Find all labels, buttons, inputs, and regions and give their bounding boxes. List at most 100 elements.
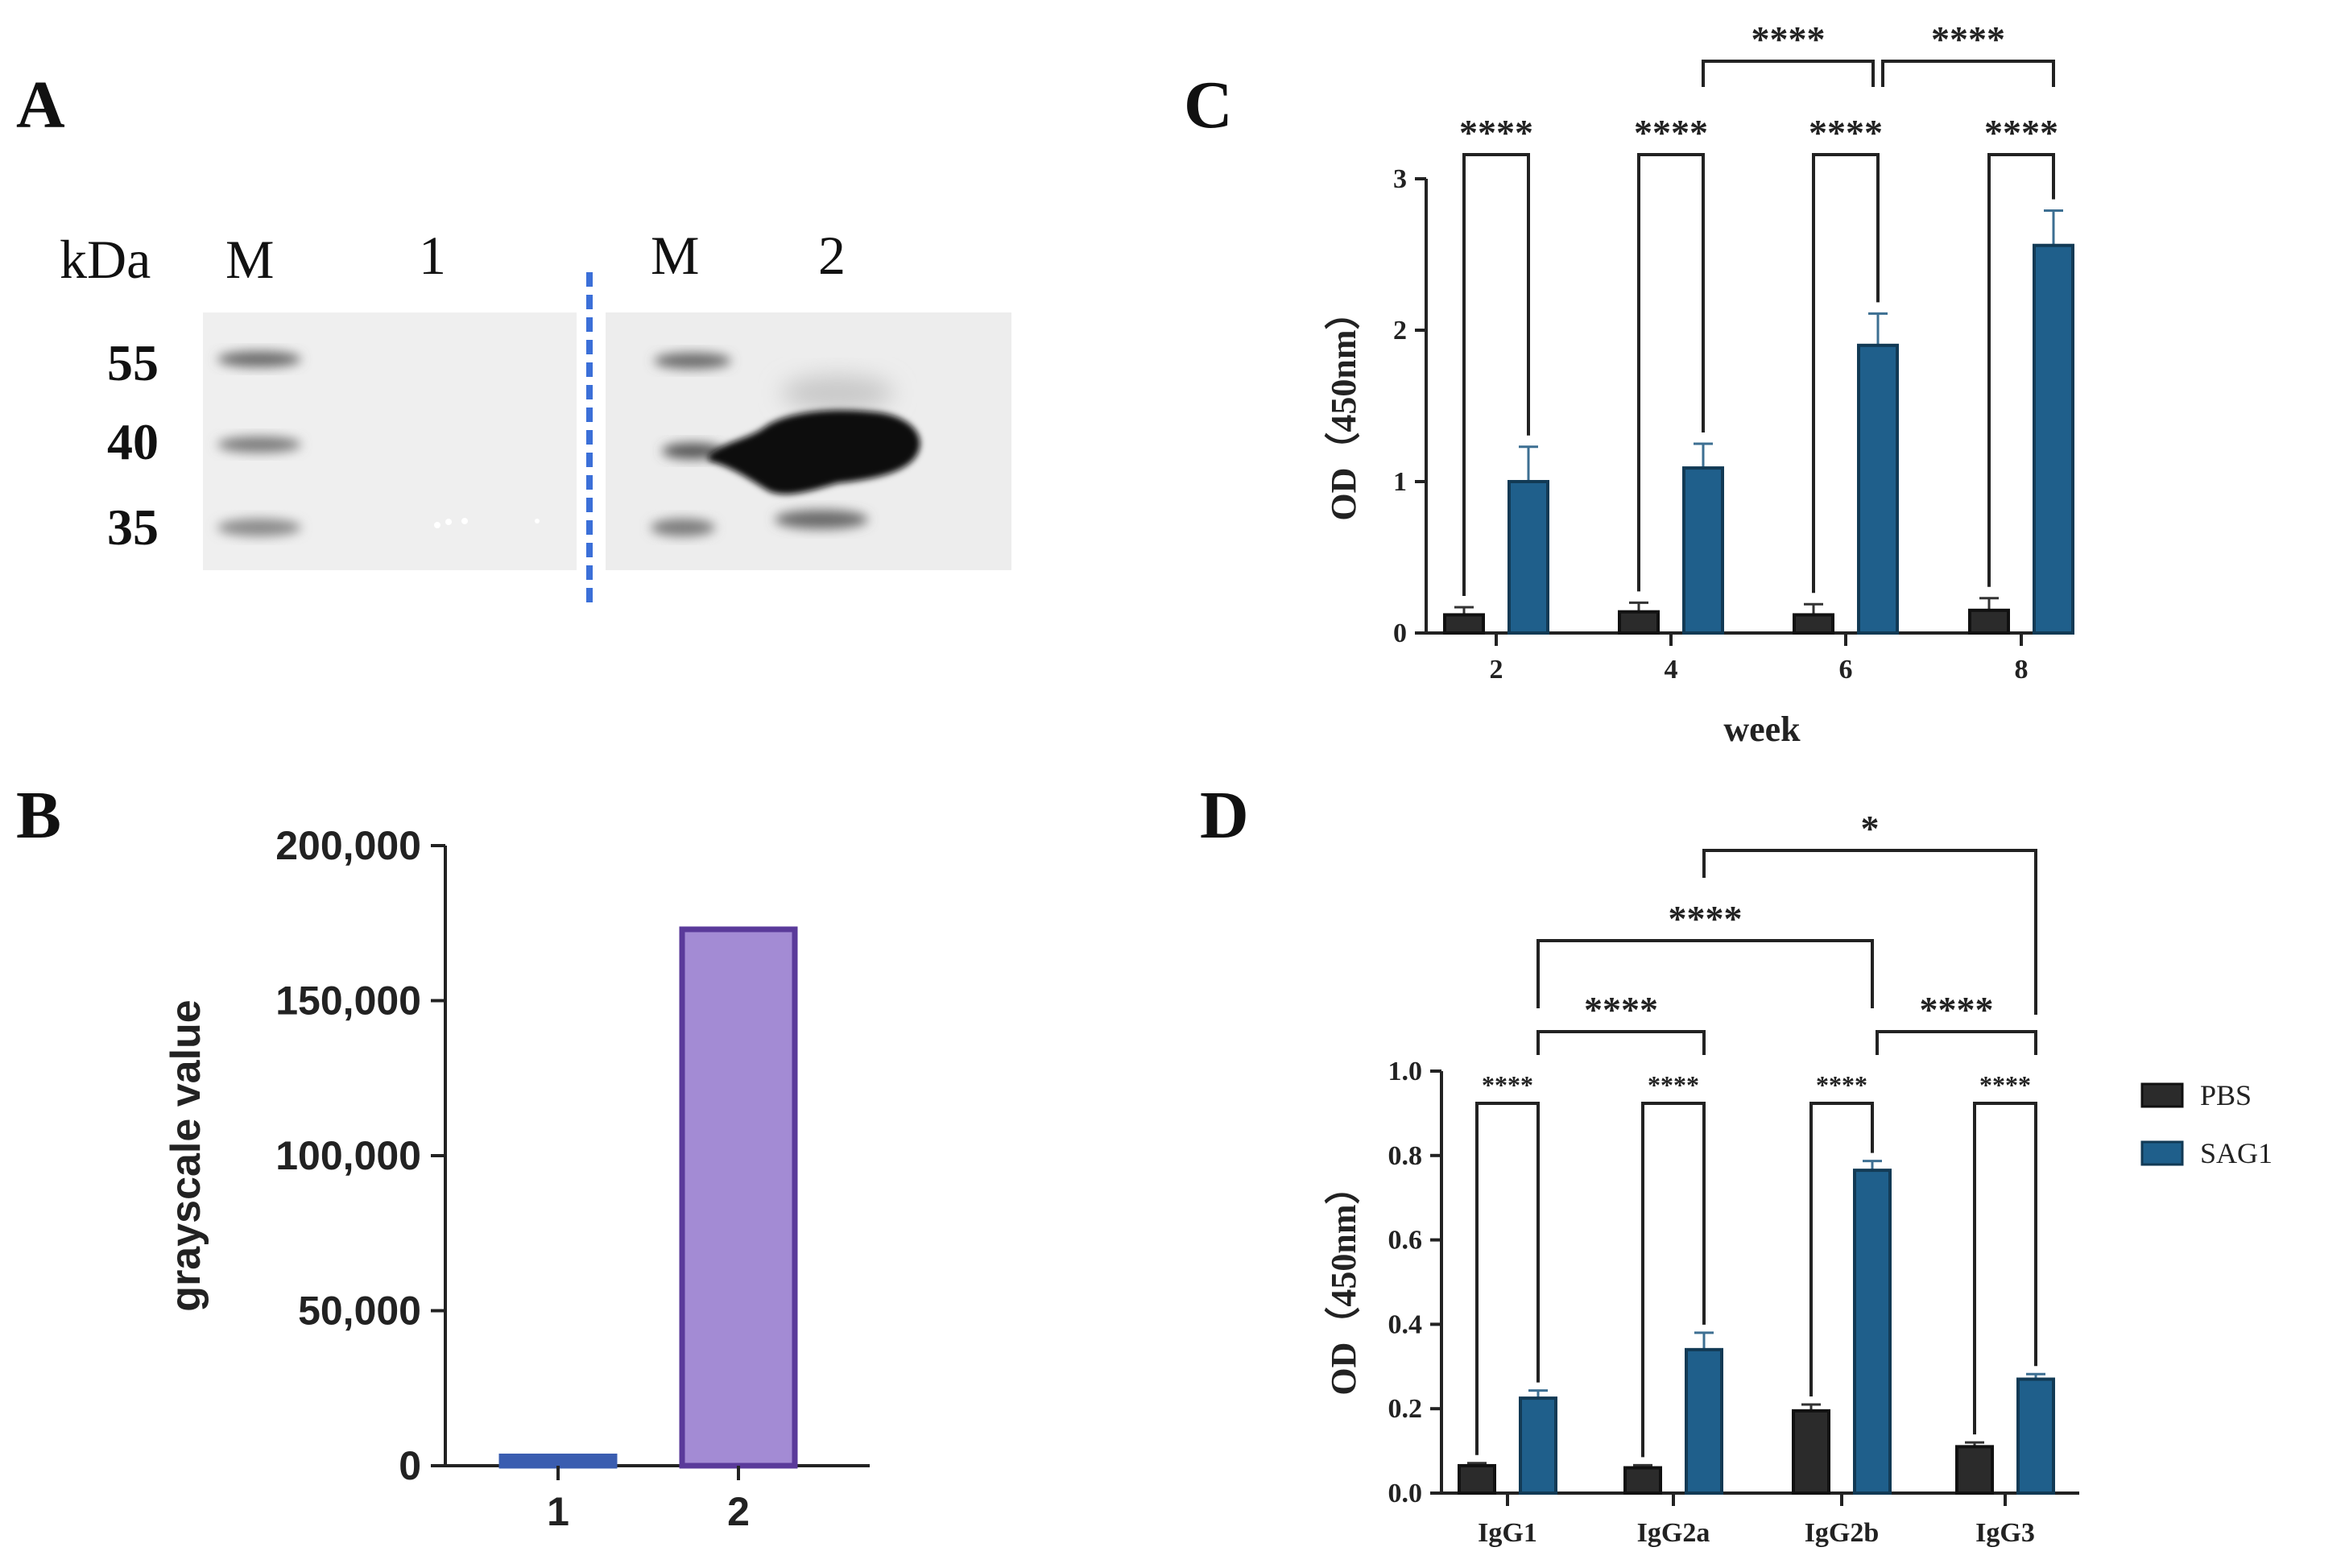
panel-c-within-4-significance-label: **** <box>1634 112 1708 153</box>
panel-d-bar-IgG2a-sag1 <box>1685 1347 1723 1495</box>
panel-d-x-tick-label: IgG3 <box>1975 1518 2035 1548</box>
panel-b-y-tick-label: 0 <box>399 1443 421 1488</box>
marker-band-40-left <box>217 436 301 453</box>
panel-d-within-IgG3-bracket <box>1973 1102 2037 1435</box>
panel-b-y-tick-label: 100,000 <box>275 1133 421 1178</box>
panel-c-4-vs-6-significance-label: **** <box>1752 19 1826 60</box>
panel-c-bar-4-sag1 <box>1682 466 1724 635</box>
panel-d-bar-IgG2a-pbs <box>1623 1466 1662 1496</box>
panel-c-bar-6-sag1 <box>1857 343 1899 635</box>
panel-c-bar-2-sag1 <box>1508 480 1549 635</box>
panel-d-igg2a-vs-igg3-bracket <box>1702 849 2037 1015</box>
panel-letter-a: A <box>16 68 65 143</box>
panel-c-within-8-significance-label: **** <box>1984 112 2058 153</box>
panel-d-bar-IgG1-pbs <box>1458 1463 1496 1495</box>
blot-lane-m-right: M <box>651 225 699 286</box>
panel-c-within-2-significance-label: **** <box>1459 112 1533 153</box>
panel-c-x-tick-label: 2 <box>1490 655 1503 685</box>
panel-d-within-IgG2a-significance-label: **** <box>1648 1070 1699 1099</box>
panel-letter-c: C <box>1184 68 1233 143</box>
panel-d-x-tick-label: IgG1 <box>1478 1518 1537 1548</box>
panel-c-chart: OD（450nm） week 0 1 2 3 2 4 6 8 **** **** **** ***… <box>1324 19 2074 749</box>
panel-d-y-tick-label: 0.6 <box>1388 1226 1423 1256</box>
panel-c-within-6-significance-label: **** <box>1809 112 1883 153</box>
panel-b-y-tick-label: 200,000 <box>275 823 421 868</box>
panel-c-x-label: week <box>1723 710 1801 749</box>
panel-c-within-4-bracket <box>1637 153 1705 592</box>
panel-d-y-tick-label: 0.0 <box>1388 1479 1423 1508</box>
panel-a-blot: kDa M 1 M 2 55 40 35 <box>60 225 1011 606</box>
panel-d-within-IgG2b-bracket <box>1809 1102 1874 1396</box>
blot-speck <box>461 518 468 524</box>
panel-c-4-vs-6-bracket <box>1702 60 1875 87</box>
marker-band-55-left <box>217 351 301 367</box>
panel-c-x-tick-label: 6 <box>1839 655 1853 685</box>
legend-label-sag1: SAG1 <box>2200 1137 2273 1169</box>
blot-unit-label: kDa <box>60 229 151 290</box>
panel-d-y-tick-label: 0.2 <box>1388 1394 1423 1424</box>
panel-d-within-IgG1-significance-label: **** <box>1482 1070 1533 1099</box>
panel-c-within-8-bracket <box>1987 153 2055 587</box>
panel-c-within-6-bracket <box>1812 153 1880 594</box>
marker-size-35: 35 <box>107 499 159 556</box>
blot-speck <box>434 522 440 528</box>
panel-c-bar-8-pbs <box>1968 608 2010 635</box>
panel-d-igg1-vs-igg2a-significance-label: **** <box>1584 989 1658 1030</box>
marker-band-40-right <box>662 443 723 459</box>
panel-c-y-label: OD（450nm） <box>1324 294 1363 520</box>
panel-d-igg2a-vs-igg3-significance-label: * <box>1861 808 1880 849</box>
panel-d-igg1-vs-igg2a-bracket <box>1536 1030 1706 1055</box>
panel-c-x-tick-label: 4 <box>1665 655 1678 685</box>
legend: PBS SAG1 <box>2140 1079 2273 1169</box>
panel-c-y-tick-label: 0 <box>1393 619 1407 648</box>
panel-c-y-tick-label: 1 <box>1393 467 1407 497</box>
panel-b-chart: grayscale value 0 50,000 100,000 150,000 200… <box>163 823 870 1534</box>
blot-lane-1: 1 <box>419 225 446 286</box>
panel-c-bar-6-pbs <box>1793 613 1834 635</box>
panel-d-bar-IgG3-sag1 <box>2016 1377 2055 1496</box>
panel-c-6-vs-8-significance-label: **** <box>1931 19 2005 60</box>
panel-d-igg2b-vs-igg3-significance-label: **** <box>1920 989 1994 1030</box>
panel-d-within-IgG2a-bracket <box>1641 1102 1706 1458</box>
marker-band-55-right <box>654 353 731 369</box>
panel-d-y-label: OD（450nm） <box>1324 1169 1363 1395</box>
marker-band-35-right <box>651 519 715 536</box>
panel-c-y-tick-label: 3 <box>1393 164 1407 194</box>
panel-b-y-tick-label: 50,000 <box>298 1289 421 1334</box>
panel-d-y-tick-label: 1.0 <box>1388 1057 1423 1086</box>
panel-d-bar-IgG2b-sag1 <box>1853 1169 1892 1495</box>
panel-b-bar-2 <box>679 926 798 1469</box>
panel-d-y-tick-label: 0.8 <box>1388 1141 1423 1171</box>
panel-d-bar-IgG2b-pbs <box>1792 1409 1830 1495</box>
marker-size-55: 55 <box>107 334 159 391</box>
marker-size-40: 40 <box>107 413 159 470</box>
panel-c-bar-4-pbs <box>1618 610 1660 635</box>
panel-d-within-IgG2b-significance-label: **** <box>1816 1070 1867 1099</box>
panel-d-x-tick-label: IgG2a <box>1637 1518 1710 1548</box>
panel-b-bar-1 <box>498 1453 618 1469</box>
panel-d-igg1-vs-igg2b-significance-label: **** <box>1669 898 1743 939</box>
blot-lane-2: 2 <box>818 225 846 286</box>
blot-speck <box>445 519 452 525</box>
sample-band-40 <box>709 410 920 494</box>
panel-c-y-tick-label: 2 <box>1393 316 1407 345</box>
panel-b-y-label: grayscale value <box>163 999 209 1311</box>
legend-swatch-sag1 <box>2140 1140 2184 1166</box>
legend-swatch-pbs <box>2140 1082 2184 1108</box>
panel-d-bar-IgG3-pbs <box>1955 1445 1994 1495</box>
blot-speck <box>535 519 540 523</box>
panel-d-bar-IgG1-sag1 <box>1519 1396 1557 1495</box>
panel-c-x-tick-label: 8 <box>2015 655 2029 685</box>
blot-lane-m-left: M <box>225 229 274 290</box>
panel-c-6-vs-8-bracket <box>1881 60 2055 87</box>
panel-d-chart: OD（450nm） 0.0 0.2 0.4 0.6 0.8 1.0 IgG1 IgG2a Ig… <box>1324 808 2079 1548</box>
panel-letter-d: D <box>1200 778 1249 853</box>
panel-b-y-tick-label: 150,000 <box>275 978 421 1024</box>
panel-d-igg1-vs-igg2b-bracket <box>1536 939 1874 1008</box>
sample-smear <box>781 375 894 411</box>
panel-b-x-tick-label: 2 <box>727 1489 750 1534</box>
panel-b-x-tick-label: 1 <box>547 1489 569 1534</box>
panel-d-within-IgG1-bracket <box>1475 1102 1540 1455</box>
panel-d-within-IgG3-significance-label: **** <box>1979 1070 2031 1099</box>
